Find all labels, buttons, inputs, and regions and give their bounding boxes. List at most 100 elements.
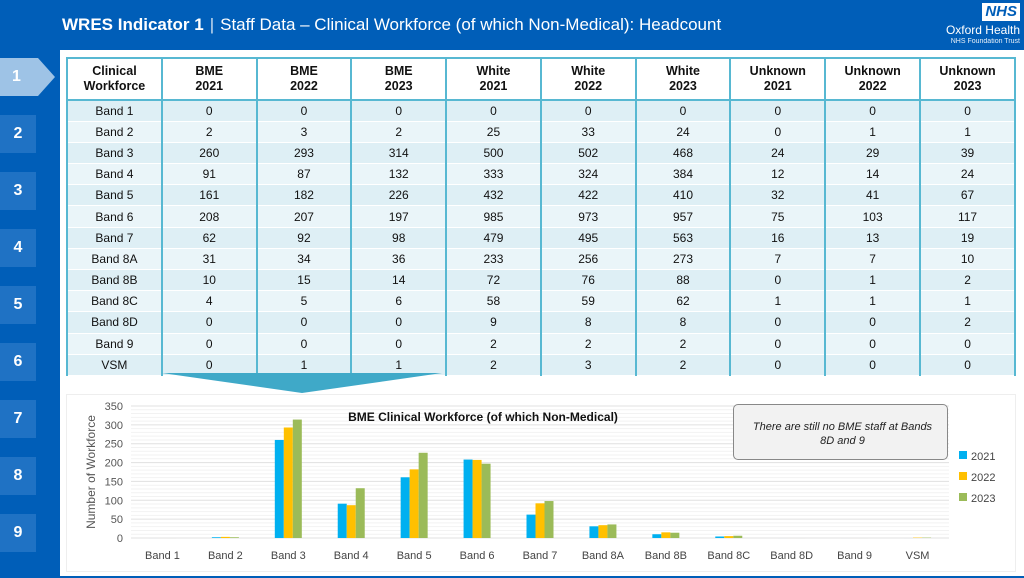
table-cell: 985 [446, 206, 541, 227]
table-cell: 132 [351, 164, 446, 185]
legend-swatch-2021 [959, 451, 967, 459]
bar-2022-band-4 [347, 505, 356, 538]
table-cell: 0 [825, 333, 920, 354]
table-cell: 2 [162, 121, 257, 142]
table-cell: 384 [636, 164, 731, 185]
table-cell: 29 [825, 142, 920, 163]
bar-2022-band-7 [536, 503, 545, 538]
table-cell: 92 [257, 227, 352, 248]
table-cell: 0 [351, 312, 446, 333]
bar-2023-band-5 [419, 453, 428, 538]
bar-2023-band-8c [733, 536, 742, 538]
bar-2022-band-8a [598, 525, 607, 538]
header-line: BME [195, 64, 223, 78]
table-cell: 98 [351, 227, 446, 248]
table-cell: 2 [541, 333, 636, 354]
table-cell: 502 [541, 142, 636, 163]
table-cell: 479 [446, 227, 541, 248]
table-cell: 197 [351, 206, 446, 227]
table-cell: 3 [541, 354, 636, 375]
logo-trust: NHS Foundation Trust [946, 37, 1020, 46]
sidebar-tab-6[interactable]: 6 [0, 343, 36, 381]
table-cell: 0 [730, 312, 825, 333]
table-cell: 468 [636, 142, 731, 163]
table-cell: 0 [541, 100, 636, 121]
row-label: Band 8B [67, 270, 162, 291]
x-tick-label: Band 1 [145, 550, 180, 562]
bar-2022-band-2 [221, 537, 230, 538]
bar-2021-band-6 [464, 460, 473, 538]
y-tick-label: 50 [111, 514, 123, 526]
header-line: BME [385, 64, 413, 78]
nhs-logo: NHS Oxford Health NHS Foundation Trust [946, 3, 1020, 46]
sidebar-tab-9[interactable]: 9 [0, 514, 36, 552]
sidebar-tab-2[interactable]: 2 [0, 115, 36, 153]
table-cell: 25 [446, 121, 541, 142]
table-cell: 0 [730, 100, 825, 121]
x-tick-label: Band 3 [271, 550, 306, 562]
table-cell: 1 [920, 121, 1015, 142]
bar-2023-band-4 [356, 488, 365, 538]
row-label: Band 8A [67, 248, 162, 269]
sidebar-tab-5[interactable]: 5 [0, 286, 36, 324]
header-line: 2022 [290, 79, 318, 93]
table-cell: 14 [825, 164, 920, 185]
y-tick-label: 350 [105, 401, 123, 413]
table-cell: 67 [920, 185, 1015, 206]
table-cell: 957 [636, 206, 731, 227]
table-cell: 6 [351, 291, 446, 312]
y-tick-label: 150 [105, 476, 123, 488]
row-label: Band 8D [67, 312, 162, 333]
nhs-mark: NHS [982, 3, 1020, 21]
table-cell: 2 [636, 333, 731, 354]
row-label: Band 3 [67, 142, 162, 163]
table-cell: 1 [730, 291, 825, 312]
chart-title: BME Clinical Workforce (of which Non-Med… [348, 410, 618, 424]
table-cell: 32 [730, 185, 825, 206]
header-line: 2021 [480, 79, 508, 93]
sidebar-tab-3[interactable]: 3 [0, 172, 36, 210]
table-cell: 161 [162, 185, 257, 206]
sidebar-tab-1[interactable]: 1 [0, 58, 55, 96]
table-cell: 0 [730, 121, 825, 142]
table-cell: 33 [541, 121, 636, 142]
x-tick-label: Band 7 [523, 550, 558, 562]
row-label: Band 7 [67, 227, 162, 248]
legend-label: 2023 [971, 493, 995, 505]
table-cell: 36 [351, 248, 446, 269]
table-cell: 10 [920, 248, 1015, 269]
table-cell: 2 [446, 333, 541, 354]
bar-2023-band-7 [545, 501, 554, 538]
y-tick-label: 100 [105, 495, 123, 507]
table-cell: 7 [825, 248, 920, 269]
x-tick-label: Band 5 [397, 550, 432, 562]
table-cell: 973 [541, 206, 636, 227]
table-cell: 7 [730, 248, 825, 269]
table-cell: 62 [162, 227, 257, 248]
table-cell: 31 [162, 248, 257, 269]
sidebar-tab-4[interactable]: 4 [0, 229, 36, 267]
table-cell: 58 [446, 291, 541, 312]
row-label: Band 8C [67, 291, 162, 312]
bar-2022-band-6 [473, 460, 482, 538]
x-tick-label: Band 8D [770, 550, 813, 562]
header-line: 2023 [669, 79, 697, 93]
table-cell: 2 [446, 354, 541, 375]
header-line: White [666, 64, 700, 78]
table-cell: 182 [257, 185, 352, 206]
x-tick-label: Band 8A [582, 550, 625, 562]
x-tick-label: Band 6 [460, 550, 495, 562]
table-cell: 0 [351, 100, 446, 121]
sidebar-tab-8[interactable]: 8 [0, 457, 36, 495]
table-cell: 24 [730, 142, 825, 163]
sidebar-tab-7[interactable]: 7 [0, 400, 36, 438]
table-cell: 24 [636, 121, 731, 142]
table-cell: 1 [825, 270, 920, 291]
